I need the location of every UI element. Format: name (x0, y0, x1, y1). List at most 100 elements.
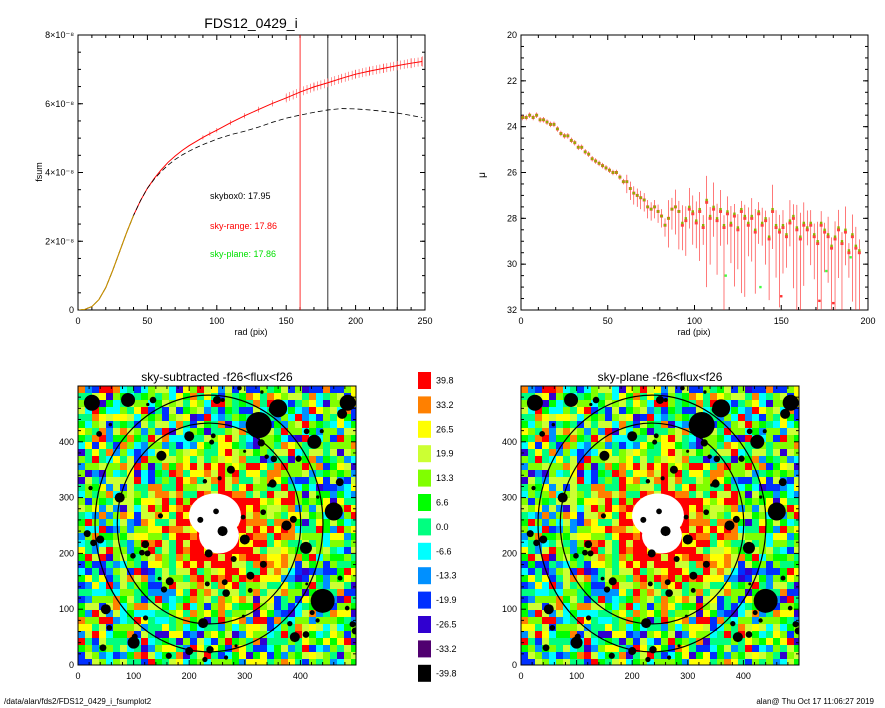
mu-point-red (795, 228, 799, 232)
sky-subtracted-pixel (253, 449, 260, 456)
sky-subtracted-pixel (239, 617, 246, 624)
sky-subtracted-masked-source (146, 402, 150, 407)
sky-subtracted-pixel (106, 645, 113, 652)
sky-plane-pixel (626, 603, 633, 610)
sky-plane-pixel (696, 442, 703, 449)
sky-plane-pixel (654, 659, 661, 665)
sky-subtracted-pixel (337, 652, 344, 659)
colorbar-label: -19.9 (436, 595, 457, 605)
sky-subtracted-pixel (288, 589, 295, 596)
sky-plane-pixel (752, 631, 759, 638)
sky-subtracted-masked-source (230, 555, 237, 562)
sky-plane-pixel (521, 589, 528, 596)
sky-subtracted-pixel (127, 442, 134, 449)
sky-plane-pixel (682, 561, 689, 568)
sky-plane-pixel (794, 554, 799, 561)
sky-subtracted-pixel (218, 463, 225, 470)
sky-subtracted-pixel (155, 652, 162, 659)
sky-plane-pixel (556, 519, 563, 526)
mu-point-green (833, 235, 837, 238)
sky-subtracted-pixel (260, 491, 267, 498)
sky-subtracted-pixel (295, 554, 302, 561)
sky-plane-masked-source (782, 394, 799, 411)
sky-plane-pixel (619, 484, 626, 491)
sky-subtracted-masked-source (269, 479, 276, 485)
sky-subtracted-pixel (316, 547, 323, 554)
sky-subtracted-pixel (274, 477, 281, 484)
sky-subtracted-pixel (239, 470, 246, 477)
sky-plane-pixel (605, 568, 612, 575)
sky-subtracted-pixel (141, 638, 148, 645)
sky-subtracted-pixel (169, 393, 176, 400)
sky-plane-pixel (535, 554, 542, 561)
sky-subtracted-pixel (351, 596, 356, 603)
sky-subtracted-image: sky-subtracted -f26<flux<f26 00100100200… (59, 370, 357, 681)
sky-plane-pixel (675, 596, 682, 603)
sky-plane-pixel (535, 617, 542, 624)
sky-subtracted-pixel (246, 463, 253, 470)
sky-subtracted-masked-source (335, 478, 344, 487)
sky-plane-pixel (696, 491, 703, 498)
sky-plane-pixel (556, 435, 563, 442)
sky-plane-pixel (780, 589, 787, 596)
sky-subtracted-pixel (169, 638, 176, 645)
sky-subtracted-pixel (120, 540, 127, 547)
sky-plane-pixel (724, 505, 731, 512)
sky-plane-pixel (773, 533, 780, 540)
mu-point-green (670, 207, 674, 211)
sky-plane-pixel (773, 400, 780, 407)
sky-plane-pixel (724, 540, 731, 547)
sky-subtracted-pixel (85, 505, 92, 512)
sky-subtracted-pixel (260, 456, 267, 463)
sky-subtracted-pixel (253, 617, 260, 624)
sky-subtracted-pixel (113, 582, 120, 589)
sky-subtracted-pixel (323, 477, 330, 484)
sky-subtracted-pixel (176, 498, 183, 505)
sky-plane-pixel (745, 554, 752, 561)
sky-subtracted-pixel (134, 519, 141, 526)
sky-plane-pixel (619, 470, 626, 477)
mu-point-red (708, 216, 712, 220)
sky-subtracted-pixel (162, 386, 169, 393)
sky-subtracted-pixel (288, 659, 295, 665)
sky-subtracted-pixel (155, 400, 162, 407)
sky-plane-pixel (584, 470, 591, 477)
colorbar-swatch (418, 616, 431, 633)
sky-subtracted-pixel (127, 582, 134, 589)
sky-plane-pixel (591, 617, 598, 624)
sky-subtracted-pixel (288, 519, 295, 526)
sky-plane-pixel (612, 435, 619, 442)
sky-plane-pixel (696, 540, 703, 547)
sky-subtracted-pixel (78, 659, 85, 665)
sky-plane-pixel (710, 638, 717, 645)
sky-plane-pixel (745, 456, 752, 463)
sky-plane-pixel (640, 421, 647, 428)
sky-subtracted-pixel (232, 610, 239, 617)
sky-plane-pixel (591, 393, 598, 400)
sky-plane-pixel (668, 386, 675, 393)
sky-subtracted-pixel (225, 582, 232, 589)
sky-subtracted-pixel (267, 568, 274, 575)
sky-plane-pixel (752, 568, 759, 575)
sky-subtracted-pixel (85, 582, 92, 589)
sky-plane-pixel (584, 526, 591, 533)
sky-plane-pixel (654, 463, 661, 470)
sky-subtracted-pixel (302, 645, 309, 652)
sky-plane-pixel (542, 428, 549, 435)
sky-plane-pixel (780, 645, 787, 652)
sky-subtracted-pixel (106, 407, 113, 414)
sky-plane-pixel (535, 407, 542, 414)
sky-subtracted-pixel (323, 575, 330, 582)
sky-subtracted-pixel (267, 505, 274, 512)
sky-subtracted-pixel (351, 470, 356, 477)
mu-y-tick-label: 26 (507, 168, 517, 178)
sky-subtracted-pixel (218, 617, 225, 624)
mu-point-green (722, 224, 726, 227)
sky-subtracted-pixel (239, 407, 246, 414)
sky-plane-pixel (745, 638, 752, 645)
fsum-x-tick-label: 250 (417, 316, 432, 326)
sky-subtracted-pixel (141, 589, 148, 596)
sky-plane-pixel (584, 393, 591, 400)
sky-plane-pixel (577, 484, 584, 491)
sky-plane-pixel (563, 645, 570, 652)
